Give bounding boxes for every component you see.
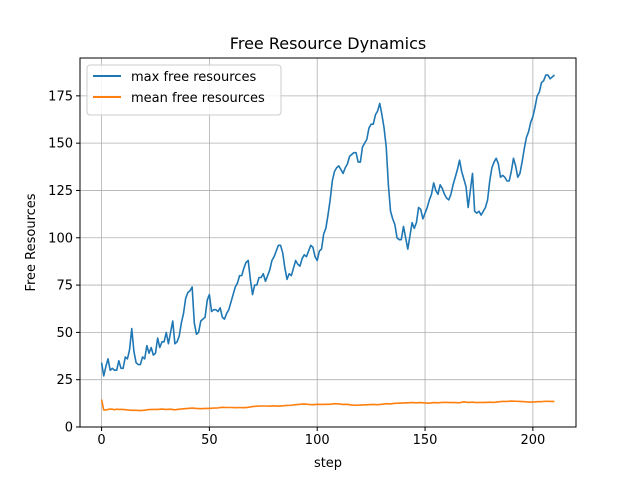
x-axis-label: step (314, 456, 342, 471)
y-tick-label: 175 (48, 89, 73, 104)
legend-label-max: max free resources (131, 70, 256, 85)
mean-free-resources-line (100, 399, 555, 412)
y-axis-label: Free Resources (24, 193, 39, 291)
series-lines (100, 74, 555, 412)
y-tick-label: 150 (48, 137, 73, 152)
plot-frame (79, 57, 577, 428)
legend: max free resources mean free resources (86, 64, 282, 116)
x-tick-label: 150 (413, 433, 438, 448)
y-tick-label: 75 (56, 279, 73, 294)
x-tick-label: 100 (305, 433, 330, 448)
y-tick-label: 50 (56, 326, 73, 341)
y-tick-label: 25 (56, 373, 73, 388)
legend-box (86, 64, 282, 116)
x-tick-label: 50 (201, 433, 218, 448)
x-tick-label: 200 (520, 433, 545, 448)
y-tick-label: 100 (48, 231, 73, 246)
y-tick-label: 0 (65, 421, 73, 436)
y-tick-label: 125 (48, 184, 73, 199)
legend-label-mean: mean free resources (131, 91, 265, 106)
chart-title: Free Resource Dynamics (230, 34, 426, 53)
grid-lines (80, 58, 576, 428)
max-free-resources-line (100, 74, 555, 377)
x-tick-label: 0 (97, 433, 105, 448)
axis-ticks: 0 50 100 150 200 0 25 50 75 100 125 150 175 (48, 89, 545, 448)
